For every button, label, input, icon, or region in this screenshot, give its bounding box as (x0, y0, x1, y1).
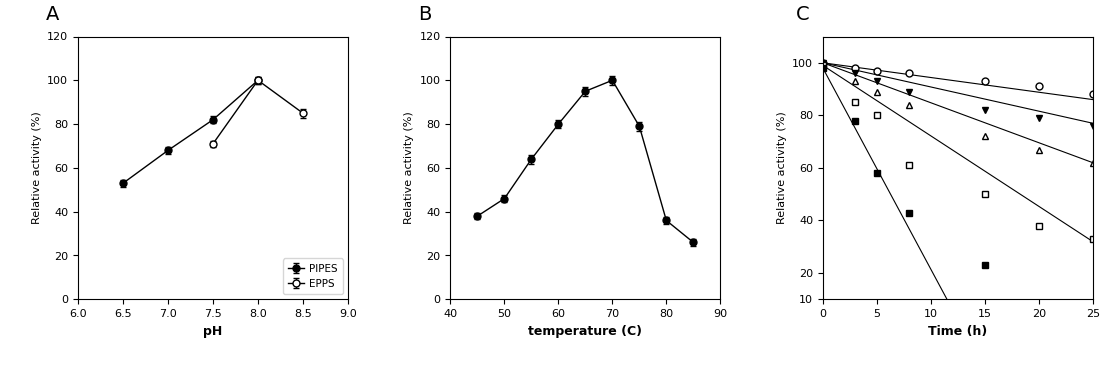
Y-axis label: Relative activity (%): Relative activity (%) (31, 112, 41, 224)
Text: C: C (796, 5, 809, 24)
X-axis label: temperature (C): temperature (C) (529, 324, 642, 338)
X-axis label: Time (h): Time (h) (928, 324, 988, 338)
Text: A: A (46, 5, 59, 24)
X-axis label: pH: pH (203, 324, 223, 338)
Y-axis label: Relative activity (%): Relative activity (%) (404, 112, 414, 224)
Legend: PIPES, EPPS: PIPES, EPPS (283, 258, 342, 294)
Y-axis label: Relative activity (%): Relative activity (%) (776, 112, 786, 224)
Text: B: B (418, 5, 432, 24)
